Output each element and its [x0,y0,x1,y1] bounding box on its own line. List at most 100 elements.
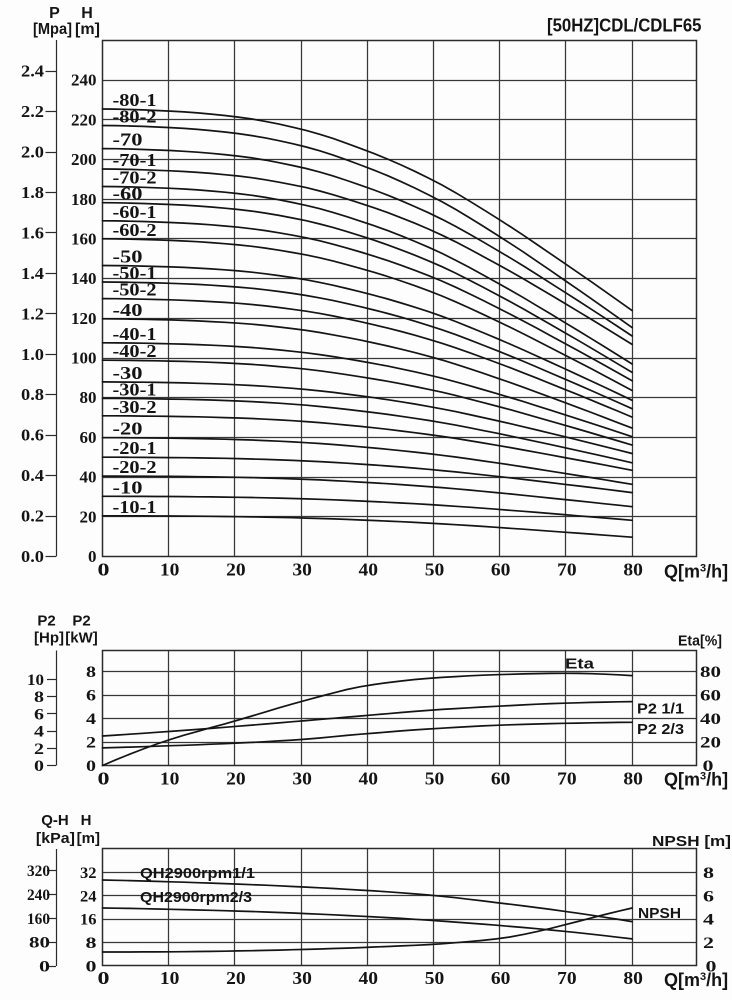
svg-text:-50-1: -50-1 [113,263,157,283]
svg-text:80: 80 [29,935,50,952]
svg-text:8: 8 [86,664,96,681]
svg-text:NPSH: NPSH [638,905,681,922]
svg-text:0: 0 [98,968,110,988]
svg-text:1.2: 1.2 [21,304,44,323]
svg-text:P2 1/1: P2 1/1 [637,701,684,718]
svg-text:QH2900rpm2/3: QH2900rpm2/3 [140,889,252,906]
svg-text:60: 60 [700,688,721,705]
svg-text:0.4: 0.4 [21,466,45,485]
svg-text:4: 4 [86,711,96,728]
svg-text:[m]: [m] [77,830,100,847]
svg-text:10: 10 [160,769,180,789]
svg-text:0: 0 [86,959,97,976]
svg-text:100: 100 [71,349,97,368]
svg-text:50: 50 [425,769,445,789]
svg-text:32: 32 [80,865,97,882]
svg-text:0: 0 [39,959,50,976]
svg-text:P2 2/3: P2 2/3 [637,721,684,738]
svg-text:[kW]: [kW] [65,630,98,647]
svg-text:60: 60 [491,560,511,580]
svg-text:2.2: 2.2 [21,102,44,121]
svg-text:6: 6 [34,706,44,723]
svg-text:180: 180 [71,190,97,209]
svg-text:Eta: Eta [565,656,595,673]
svg-text:0: 0 [86,758,96,775]
svg-text:40: 40 [359,769,379,789]
svg-text:20: 20 [80,507,97,526]
svg-text:-40-2: -40-2 [113,341,157,361]
svg-text:20: 20 [700,735,721,752]
svg-text:4: 4 [34,724,44,741]
svg-text:0: 0 [34,758,44,775]
svg-text:10: 10 [160,560,180,580]
svg-text:2.4: 2.4 [21,62,45,81]
svg-text:40: 40 [700,711,721,728]
svg-text:2: 2 [34,741,44,758]
svg-text:8: 8 [34,689,44,706]
svg-text:1.4: 1.4 [21,264,45,283]
svg-text:80: 80 [623,769,643,789]
svg-text:80: 80 [700,664,721,681]
svg-text:0: 0 [703,758,714,775]
svg-text:[Mpa]: [Mpa] [33,21,72,38]
svg-text:20: 20 [226,560,246,580]
svg-text:40: 40 [359,968,379,988]
svg-text:8: 8 [86,935,97,952]
svg-text:10: 10 [27,672,44,689]
svg-text:6: 6 [703,888,714,905]
svg-text:30: 30 [292,968,312,988]
svg-text:-80-1: -80-1 [113,90,157,110]
svg-text:20: 20 [226,968,246,988]
svg-text:-10: -10 [113,477,143,497]
svg-text:240: 240 [71,71,97,90]
svg-text:16: 16 [80,912,97,929]
svg-text:-80-2: -80-2 [113,107,157,127]
svg-text:2.0: 2.0 [21,143,44,162]
svg-text:-50-2: -50-2 [113,280,157,300]
svg-text:[m]: [m] [75,21,100,38]
svg-text:-40-1: -40-1 [113,324,157,344]
svg-text:Q[m3/h]: Q[m3/h] [664,770,728,790]
svg-text:140: 140 [71,269,97,288]
svg-text:80: 80 [80,388,97,407]
svg-text:-20-1: -20-1 [113,438,157,458]
svg-text:24: 24 [80,888,97,905]
svg-text:50: 50 [425,968,445,988]
svg-text:320: 320 [27,863,50,880]
svg-text:-60-2: -60-2 [113,220,157,240]
svg-text:30: 30 [292,560,312,580]
svg-text:8: 8 [703,865,714,882]
svg-text:[50HZ]CDL/CDLF65: [50HZ]CDL/CDLF65 [547,16,702,36]
svg-text:0: 0 [88,547,97,566]
svg-text:0: 0 [98,769,110,789]
svg-text:-70-1: -70-1 [113,150,157,170]
svg-text:-20-2: -20-2 [113,457,157,477]
svg-text:Q[m3/h]: Q[m3/h] [664,562,728,582]
svg-text:6: 6 [86,688,96,705]
svg-text:0.6: 0.6 [21,426,44,445]
svg-text:1.6: 1.6 [21,224,44,243]
svg-text:120: 120 [71,309,97,328]
svg-text:0: 0 [706,959,717,976]
svg-text:-30-1: -30-1 [113,379,157,399]
svg-text:QH2900rpm1/1: QH2900rpm1/1 [140,865,255,882]
svg-text:80: 80 [623,968,643,988]
svg-text:0.0: 0.0 [21,547,44,566]
svg-text:0: 0 [98,560,110,580]
svg-text:1.8: 1.8 [21,183,44,202]
svg-text:2: 2 [703,935,714,952]
svg-text:-70: -70 [113,130,143,150]
svg-text:P2: P2 [37,613,55,630]
svg-text:70: 70 [557,560,577,580]
svg-text:10: 10 [160,968,180,988]
svg-text:50: 50 [425,560,445,580]
svg-text:-60: -60 [113,184,143,204]
svg-text:H: H [81,812,92,829]
svg-text:220: 220 [71,110,97,129]
svg-text:-40: -40 [113,300,143,320]
svg-text:-10-1: -10-1 [113,497,157,517]
svg-text:H: H [81,5,93,22]
svg-text:160: 160 [27,911,50,928]
svg-text:80: 80 [623,560,643,580]
svg-text:-20: -20 [113,419,143,439]
